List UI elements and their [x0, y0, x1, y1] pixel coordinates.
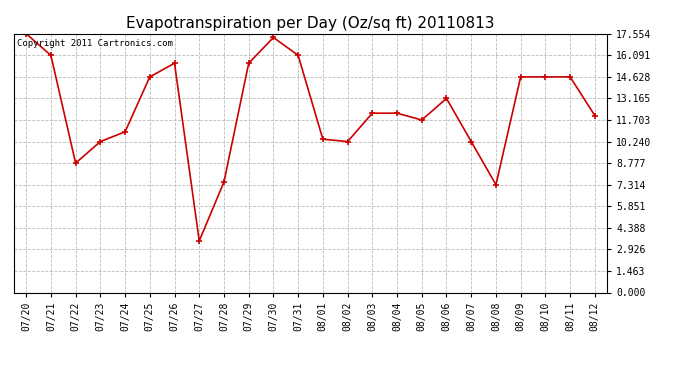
- Text: Copyright 2011 Cartronics.com: Copyright 2011 Cartronics.com: [17, 39, 172, 48]
- Title: Evapotranspiration per Day (Oz/sq ft) 20110813: Evapotranspiration per Day (Oz/sq ft) 20…: [126, 16, 495, 31]
